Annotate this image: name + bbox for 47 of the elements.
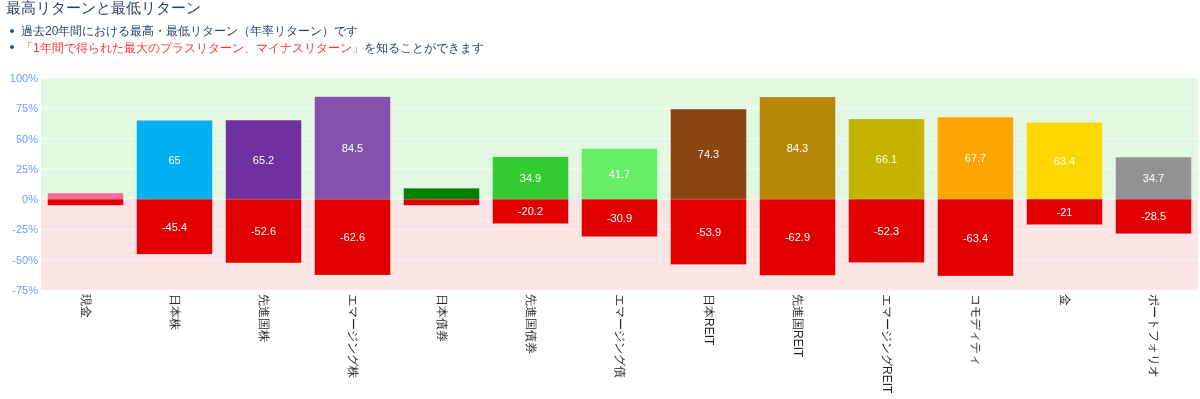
data-label: 63.4 xyxy=(1053,154,1076,167)
chart-title: 最高リターンと最低リターン xyxy=(6,0,201,16)
x-tick-label: コモディティ xyxy=(968,294,983,366)
x-tick-label: 金 xyxy=(1057,294,1072,306)
x-tick-label: 先進国株 xyxy=(256,294,271,342)
data-label: -21 xyxy=(1056,205,1073,218)
data-label: 84.5 xyxy=(341,141,364,154)
data-label: -62.9 xyxy=(784,231,811,244)
data-label: -53.9 xyxy=(695,225,722,238)
text: 「1年間で得られた最大のプラスリターン、マイナスリターン」 xyxy=(21,41,364,55)
text: 過去20年間における最高・最低リターン（年率リターン）です xyxy=(21,24,359,38)
data-label: -45.4 xyxy=(161,220,188,233)
data-label: -63.4 xyxy=(962,231,989,244)
x-tick-label: 先進国REIT xyxy=(790,294,805,358)
y-tick-label: 0% xyxy=(22,193,39,206)
x-tick-label: エマージング債 xyxy=(612,294,627,378)
data-label: 65 xyxy=(168,153,181,166)
y-tick-label: -75% xyxy=(12,284,39,296)
y-tick-label: 25% xyxy=(15,162,39,175)
x-tick-label: エマージングREIT xyxy=(879,294,894,394)
x-tick-label: 現金 xyxy=(78,294,93,318)
data-label: 65.2 xyxy=(252,153,275,166)
data-label: -52.6 xyxy=(250,225,277,237)
y-tick-label: 75% xyxy=(15,102,39,115)
data-label: 66.1 xyxy=(875,153,898,166)
data-label: -52.3 xyxy=(873,224,900,237)
x-tick-label: ポートフォリオ xyxy=(1146,294,1161,378)
x-tick-label: 先進国債券 xyxy=(523,294,538,354)
y-tick-label: -25% xyxy=(12,223,39,236)
data-label: 34.7 xyxy=(1142,172,1165,185)
data-label: -62.6 xyxy=(339,231,366,244)
data-label: 34.9 xyxy=(519,172,542,184)
y-tick-label: -50% xyxy=(12,253,39,266)
data-label: -28.5 xyxy=(1140,210,1167,223)
text: を知ることができます xyxy=(363,41,484,55)
x-tick-label: 日本REIT xyxy=(701,294,716,346)
data-label: -20.2 xyxy=(517,205,544,218)
x-tick-label: 日本株 xyxy=(167,294,182,330)
x-tick-label: 日本債券 xyxy=(434,294,449,342)
x-tick-label: エマージング株 xyxy=(345,294,360,378)
y-tick-label: 100% xyxy=(9,72,39,84)
data-label: 84.3 xyxy=(786,142,809,155)
data-label: 41.7 xyxy=(608,167,631,180)
data-label: -30.9 xyxy=(606,211,633,224)
data-label: 67.7 xyxy=(964,152,987,165)
data-label: 74.3 xyxy=(697,148,720,161)
y-tick-label: 50% xyxy=(15,132,39,145)
